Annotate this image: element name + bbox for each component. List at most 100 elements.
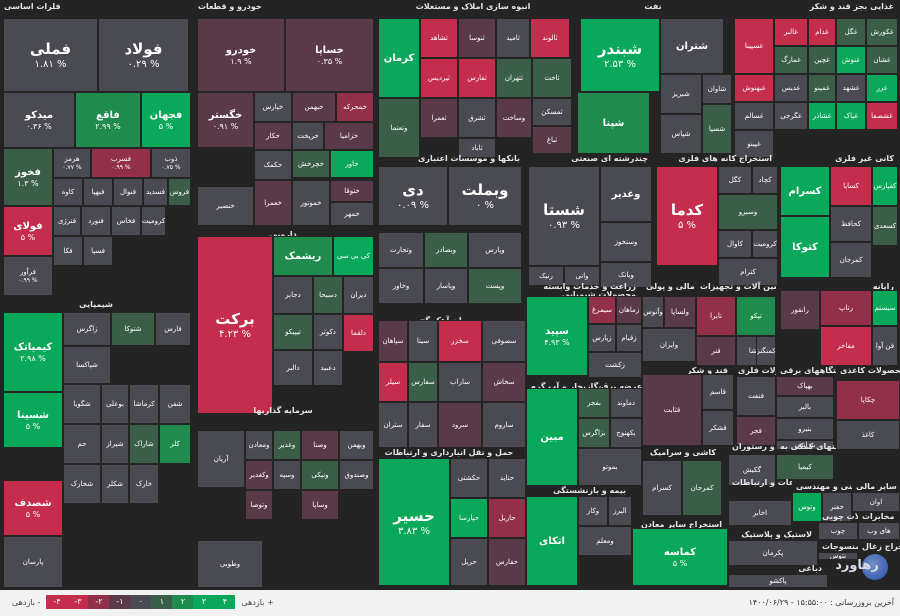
stock-tile[interactable]: سیتا xyxy=(408,320,438,362)
stock-tile[interactable]: خزامیا xyxy=(324,122,374,150)
stock-tile[interactable]: دی ۰.۰۹ % xyxy=(378,166,448,226)
stock-tile[interactable]: پکرمان xyxy=(728,540,818,566)
stock-tile[interactable]: کمنگنز xyxy=(756,336,776,366)
stock-tile[interactable]: کیمیا xyxy=(776,454,834,480)
stock-tile[interactable]: غسالم xyxy=(734,102,774,130)
stock-tile[interactable]: خموتور xyxy=(292,180,330,226)
stock-tile[interactable]: کرومیت xyxy=(752,230,778,258)
stock-tile[interactable]: واتی xyxy=(564,266,600,286)
stock-tile[interactable]: وپاسار xyxy=(424,268,468,304)
stock-tile[interactable]: کرومیت xyxy=(141,206,166,236)
stock-tile[interactable]: دیران xyxy=(343,276,374,314)
stock-tile[interactable]: ثالوند xyxy=(530,18,570,58)
stock-tile[interactable]: وبصادر xyxy=(424,232,468,268)
stock-tile[interactable]: غگل xyxy=(836,18,866,46)
stock-tile[interactable]: وساخت xyxy=(496,98,532,138)
stock-tile[interactable]: حتاید xyxy=(488,458,526,498)
stock-tile[interactable]: حپارسا xyxy=(450,498,488,538)
stock-tile[interactable]: ثاخت xyxy=(532,58,572,98)
stock-tile[interactable]: شخارک xyxy=(63,464,101,504)
stock-tile[interactable]: کچاد xyxy=(752,166,778,194)
stock-tile[interactable]: فجهان ۵ % xyxy=(141,92,191,148)
stock-tile[interactable]: فکا xyxy=(53,236,83,266)
stock-tile[interactable]: خچرخش xyxy=(292,150,330,178)
stock-tile[interactable]: زماهان xyxy=(616,296,642,324)
stock-tile[interactable]: کاوال xyxy=(718,230,752,258)
stock-tile[interactable]: فروس xyxy=(168,178,191,206)
stock-tile[interactable]: بنیرو xyxy=(776,418,834,440)
stock-tile[interactable]: دعبید xyxy=(313,350,343,386)
stock-tile[interactable]: ثباغ xyxy=(532,126,572,154)
stock-tile[interactable]: ولساپا xyxy=(664,296,696,328)
stock-tile[interactable]: وتجارت xyxy=(378,232,424,268)
stock-tile[interactable]: وکار xyxy=(578,496,608,526)
stock-tile[interactable]: غمینو xyxy=(808,74,836,102)
stock-tile[interactable]: زقیام xyxy=(616,324,642,352)
stock-tile[interactable]: بموتو xyxy=(578,448,642,486)
stock-tile[interactable]: خارک xyxy=(129,464,159,504)
stock-tile[interactable]: ونیکی xyxy=(301,460,339,490)
stock-tile[interactable]: وخاور xyxy=(378,268,424,304)
stock-tile[interactable]: شپنا xyxy=(577,92,650,154)
stock-tile[interactable]: ریشمک xyxy=(273,236,333,276)
stock-tile[interactable]: سخزر xyxy=(438,320,482,362)
stock-tile[interactable]: کرمان xyxy=(378,18,420,98)
stock-tile[interactable]: کدما ۵ % xyxy=(656,166,718,266)
stock-tile[interactable]: کتوکا xyxy=(780,216,830,278)
stock-tile[interactable]: غدام xyxy=(808,18,836,46)
stock-tile[interactable]: ثمسکن xyxy=(532,98,572,126)
stock-tile[interactable]: شستا ۰.۹۳ % xyxy=(528,166,600,266)
stock-tile[interactable]: اخابر xyxy=(728,500,792,526)
stock-tile[interactable]: خساپا ۰.۳۵ % xyxy=(285,18,374,92)
stock-tile[interactable]: وسبرو xyxy=(718,194,778,230)
stock-tile[interactable]: کفپارس xyxy=(872,166,898,206)
stock-tile[interactable]: خعمرا xyxy=(254,180,292,226)
stock-tile[interactable]: غزر xyxy=(866,74,898,102)
stock-tile[interactable]: ثتهران xyxy=(496,58,532,98)
stock-tile[interactable]: بالبر xyxy=(776,396,834,418)
stock-tile[interactable]: ثعمرا xyxy=(420,98,458,138)
stock-tile[interactable]: غشاذر xyxy=(808,102,836,130)
stock-tile[interactable]: میدکو ۰.۳۶ % xyxy=(3,92,75,148)
stock-tile[interactable]: وبملت ۰ % xyxy=(448,166,522,226)
stock-tile[interactable]: خمحرکه xyxy=(336,92,374,122)
stock-tile[interactable]: فملی ۱.۸۱ % xyxy=(3,18,98,92)
stock-tile[interactable]: خکار xyxy=(254,122,292,150)
stock-tile[interactable]: زکشت xyxy=(588,352,642,378)
stock-tile[interactable]: سیمرغ xyxy=(588,296,616,324)
stock-tile[interactable]: ثاباد xyxy=(458,138,496,158)
stock-tile[interactable]: حریل xyxy=(450,538,488,586)
stock-tile[interactable]: غگرجی xyxy=(774,102,808,130)
stock-tile[interactable]: حفارس xyxy=(488,538,526,586)
stock-tile[interactable]: چکاپا xyxy=(836,380,900,420)
stock-tile[interactable]: بفجر xyxy=(578,388,610,418)
stock-tile[interactable]: ثنوسا xyxy=(458,18,496,58)
stock-tile[interactable]: حسیر ۳.۸۳ % xyxy=(378,458,450,586)
stock-tile[interactable]: شگویا xyxy=(63,384,101,424)
stock-tile[interactable]: اوان xyxy=(852,492,900,512)
stock-tile[interactable]: خپارس xyxy=(254,92,292,122)
stock-tile[interactable]: ستران xyxy=(378,402,408,448)
stock-tile[interactable]: سپاهان xyxy=(378,320,408,362)
stock-tile[interactable]: وغدیر xyxy=(600,166,652,222)
stock-tile[interactable]: فولای ۵ % xyxy=(3,206,53,256)
stock-tile[interactable]: شپاکسا xyxy=(63,346,111,384)
stock-tile[interactable]: فنر xyxy=(696,336,736,366)
stock-tile[interactable]: قاسم xyxy=(702,374,734,410)
stock-tile[interactable]: ومعلم xyxy=(578,526,632,556)
stock-tile[interactable]: آریان xyxy=(197,430,245,488)
stock-tile[interactable]: نتوس xyxy=(818,552,858,560)
stock-tile[interactable]: گکیش xyxy=(728,454,776,486)
stock-tile[interactable]: کلر xyxy=(159,424,191,464)
stock-tile[interactable]: دلقما xyxy=(343,314,374,352)
stock-tile[interactable]: سفارس xyxy=(408,362,438,402)
stock-tile[interactable]: برکت ۴.۲۳ % xyxy=(197,236,273,414)
stock-tile[interactable]: وتوس xyxy=(792,492,822,522)
stock-tile[interactable]: خاور xyxy=(330,150,374,178)
stock-tile[interactable]: شپاس xyxy=(660,114,702,154)
stock-tile[interactable]: ختوقا xyxy=(330,180,374,202)
stock-tile[interactable]: غشان xyxy=(866,46,898,74)
stock-tile[interactable]: چوب xyxy=(818,522,858,540)
stock-tile[interactable]: اتکای xyxy=(526,496,578,586)
stock-tile[interactable]: سیستم xyxy=(872,290,898,326)
